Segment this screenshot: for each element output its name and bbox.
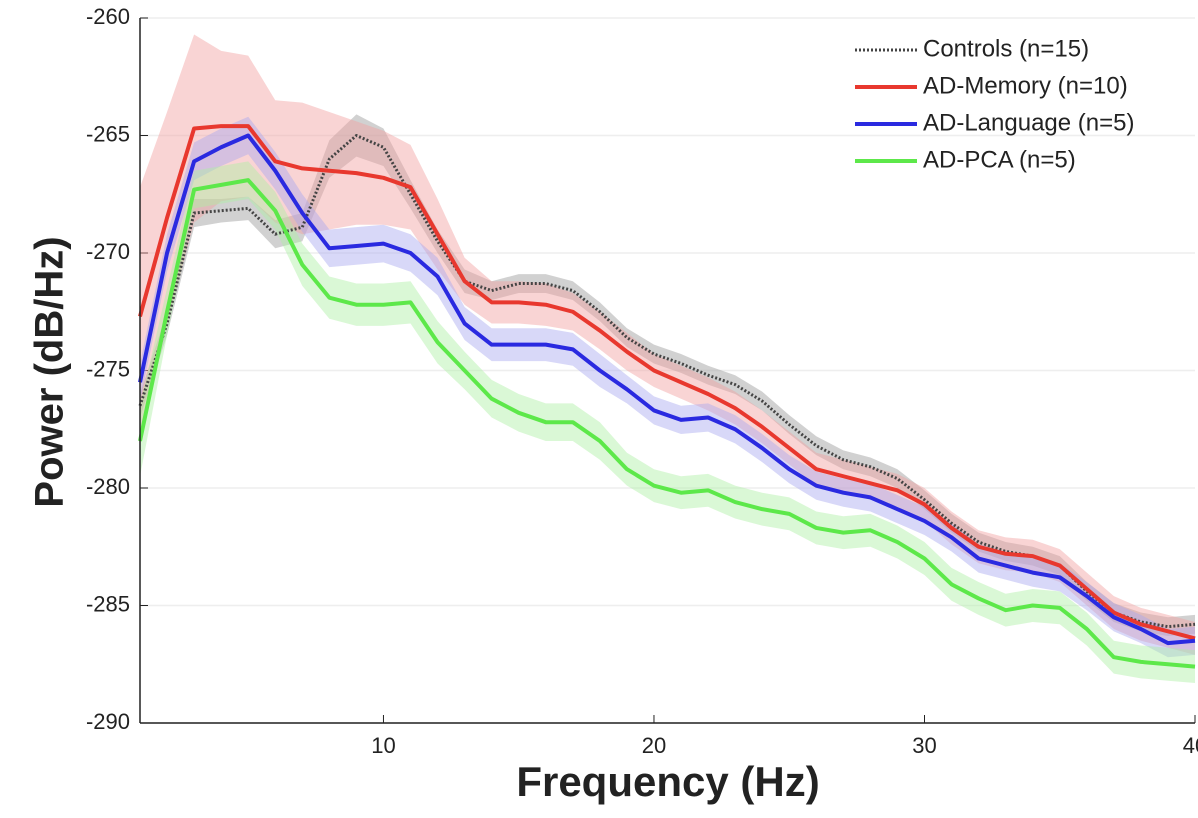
error-band: [140, 34, 1195, 655]
x-tick-label: 30: [912, 733, 936, 758]
series-line: [138, 178, 1196, 669]
legend-label: AD-Language (n=5): [923, 109, 1134, 136]
x-tick-label: 10: [371, 733, 395, 758]
legend-label: Controls (n=15): [923, 35, 1089, 62]
y-tick-label: -265: [86, 121, 130, 146]
legend-label: AD-PCA (n=5): [923, 146, 1076, 173]
y-axis-label: Power (dB/Hz): [28, 236, 72, 507]
y-tick-label: -270: [86, 239, 130, 264]
error-band: [140, 114, 1195, 637]
series-line: [138, 133, 1196, 646]
error-band: [140, 161, 1195, 684]
x-tick-label: 20: [642, 733, 666, 758]
x-tick-label: 40: [1183, 733, 1198, 758]
legend-label: AD-Memory (n=10): [923, 72, 1128, 99]
y-tick-label: -275: [86, 356, 130, 381]
y-tick-label: -260: [86, 4, 130, 29]
series-line: [138, 124, 1196, 641]
y-tick-label: -285: [86, 591, 130, 616]
y-tick-label: -290: [86, 709, 130, 734]
y-tick-label: -280: [86, 474, 130, 499]
x-axis-label: Frequency (Hz): [516, 758, 819, 805]
